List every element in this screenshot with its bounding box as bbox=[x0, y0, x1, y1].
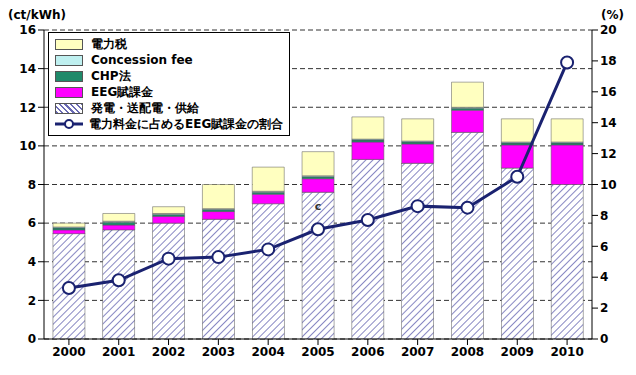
svg-text:8: 8 bbox=[28, 178, 36, 192]
svg-text:2007: 2007 bbox=[401, 345, 434, 359]
html-text:電力料金に占めるEEG賦課金の割合: 電力料金に占めるEEG賦課金の割合 bbox=[89, 117, 284, 131]
svg-text:14: 14 bbox=[19, 62, 36, 76]
svg-text:8: 8 bbox=[600, 209, 608, 223]
html-text:(ct/kWh): (ct/kWh) bbox=[8, 8, 66, 22]
svg-text:12: 12 bbox=[600, 147, 617, 161]
svg-text:2005: 2005 bbox=[301, 345, 334, 359]
svg-text:0: 0 bbox=[28, 332, 36, 346]
svg-text:4: 4 bbox=[28, 255, 36, 269]
svg-text:2001: 2001 bbox=[102, 345, 135, 359]
svg-text:2000: 2000 bbox=[52, 345, 85, 359]
svg-text:18: 18 bbox=[600, 54, 617, 68]
svg-text:16: 16 bbox=[19, 23, 36, 37]
svg-text:14: 14 bbox=[600, 116, 617, 130]
html-text:電力税: 電力税 bbox=[91, 37, 127, 51]
svg-text:2006: 2006 bbox=[351, 345, 384, 359]
svg-text:16: 16 bbox=[600, 85, 617, 99]
svg-text:2: 2 bbox=[28, 294, 36, 308]
svg-text:6: 6 bbox=[28, 216, 36, 230]
svg-text:2004: 2004 bbox=[251, 345, 284, 359]
svg-text:2003: 2003 bbox=[202, 345, 235, 359]
html-text:Concession fee: Concession fee bbox=[91, 53, 193, 67]
svg-text:4: 4 bbox=[600, 270, 608, 284]
svg-text:2008: 2008 bbox=[451, 345, 484, 359]
svg-text:2010: 2010 bbox=[550, 345, 583, 359]
svg-text:12: 12 bbox=[19, 101, 36, 115]
svg-text:2: 2 bbox=[600, 301, 608, 315]
svg-text:20: 20 bbox=[600, 23, 617, 37]
html-text:EEG賦課金: EEG賦課金 bbox=[91, 85, 154, 99]
svg-text:c: c bbox=[315, 200, 322, 213]
svg-text:2002: 2002 bbox=[152, 345, 185, 359]
svg-text:6: 6 bbox=[600, 240, 608, 254]
svg-text:2009: 2009 bbox=[501, 345, 534, 359]
html-text:発電・送配電・供給: 発電・送配電・供給 bbox=[91, 101, 199, 115]
html-text:CHP法: CHP法 bbox=[91, 69, 131, 83]
svg-text:0: 0 bbox=[600, 332, 608, 346]
svg-text:10: 10 bbox=[19, 139, 36, 153]
svg-text:10: 10 bbox=[600, 178, 617, 192]
